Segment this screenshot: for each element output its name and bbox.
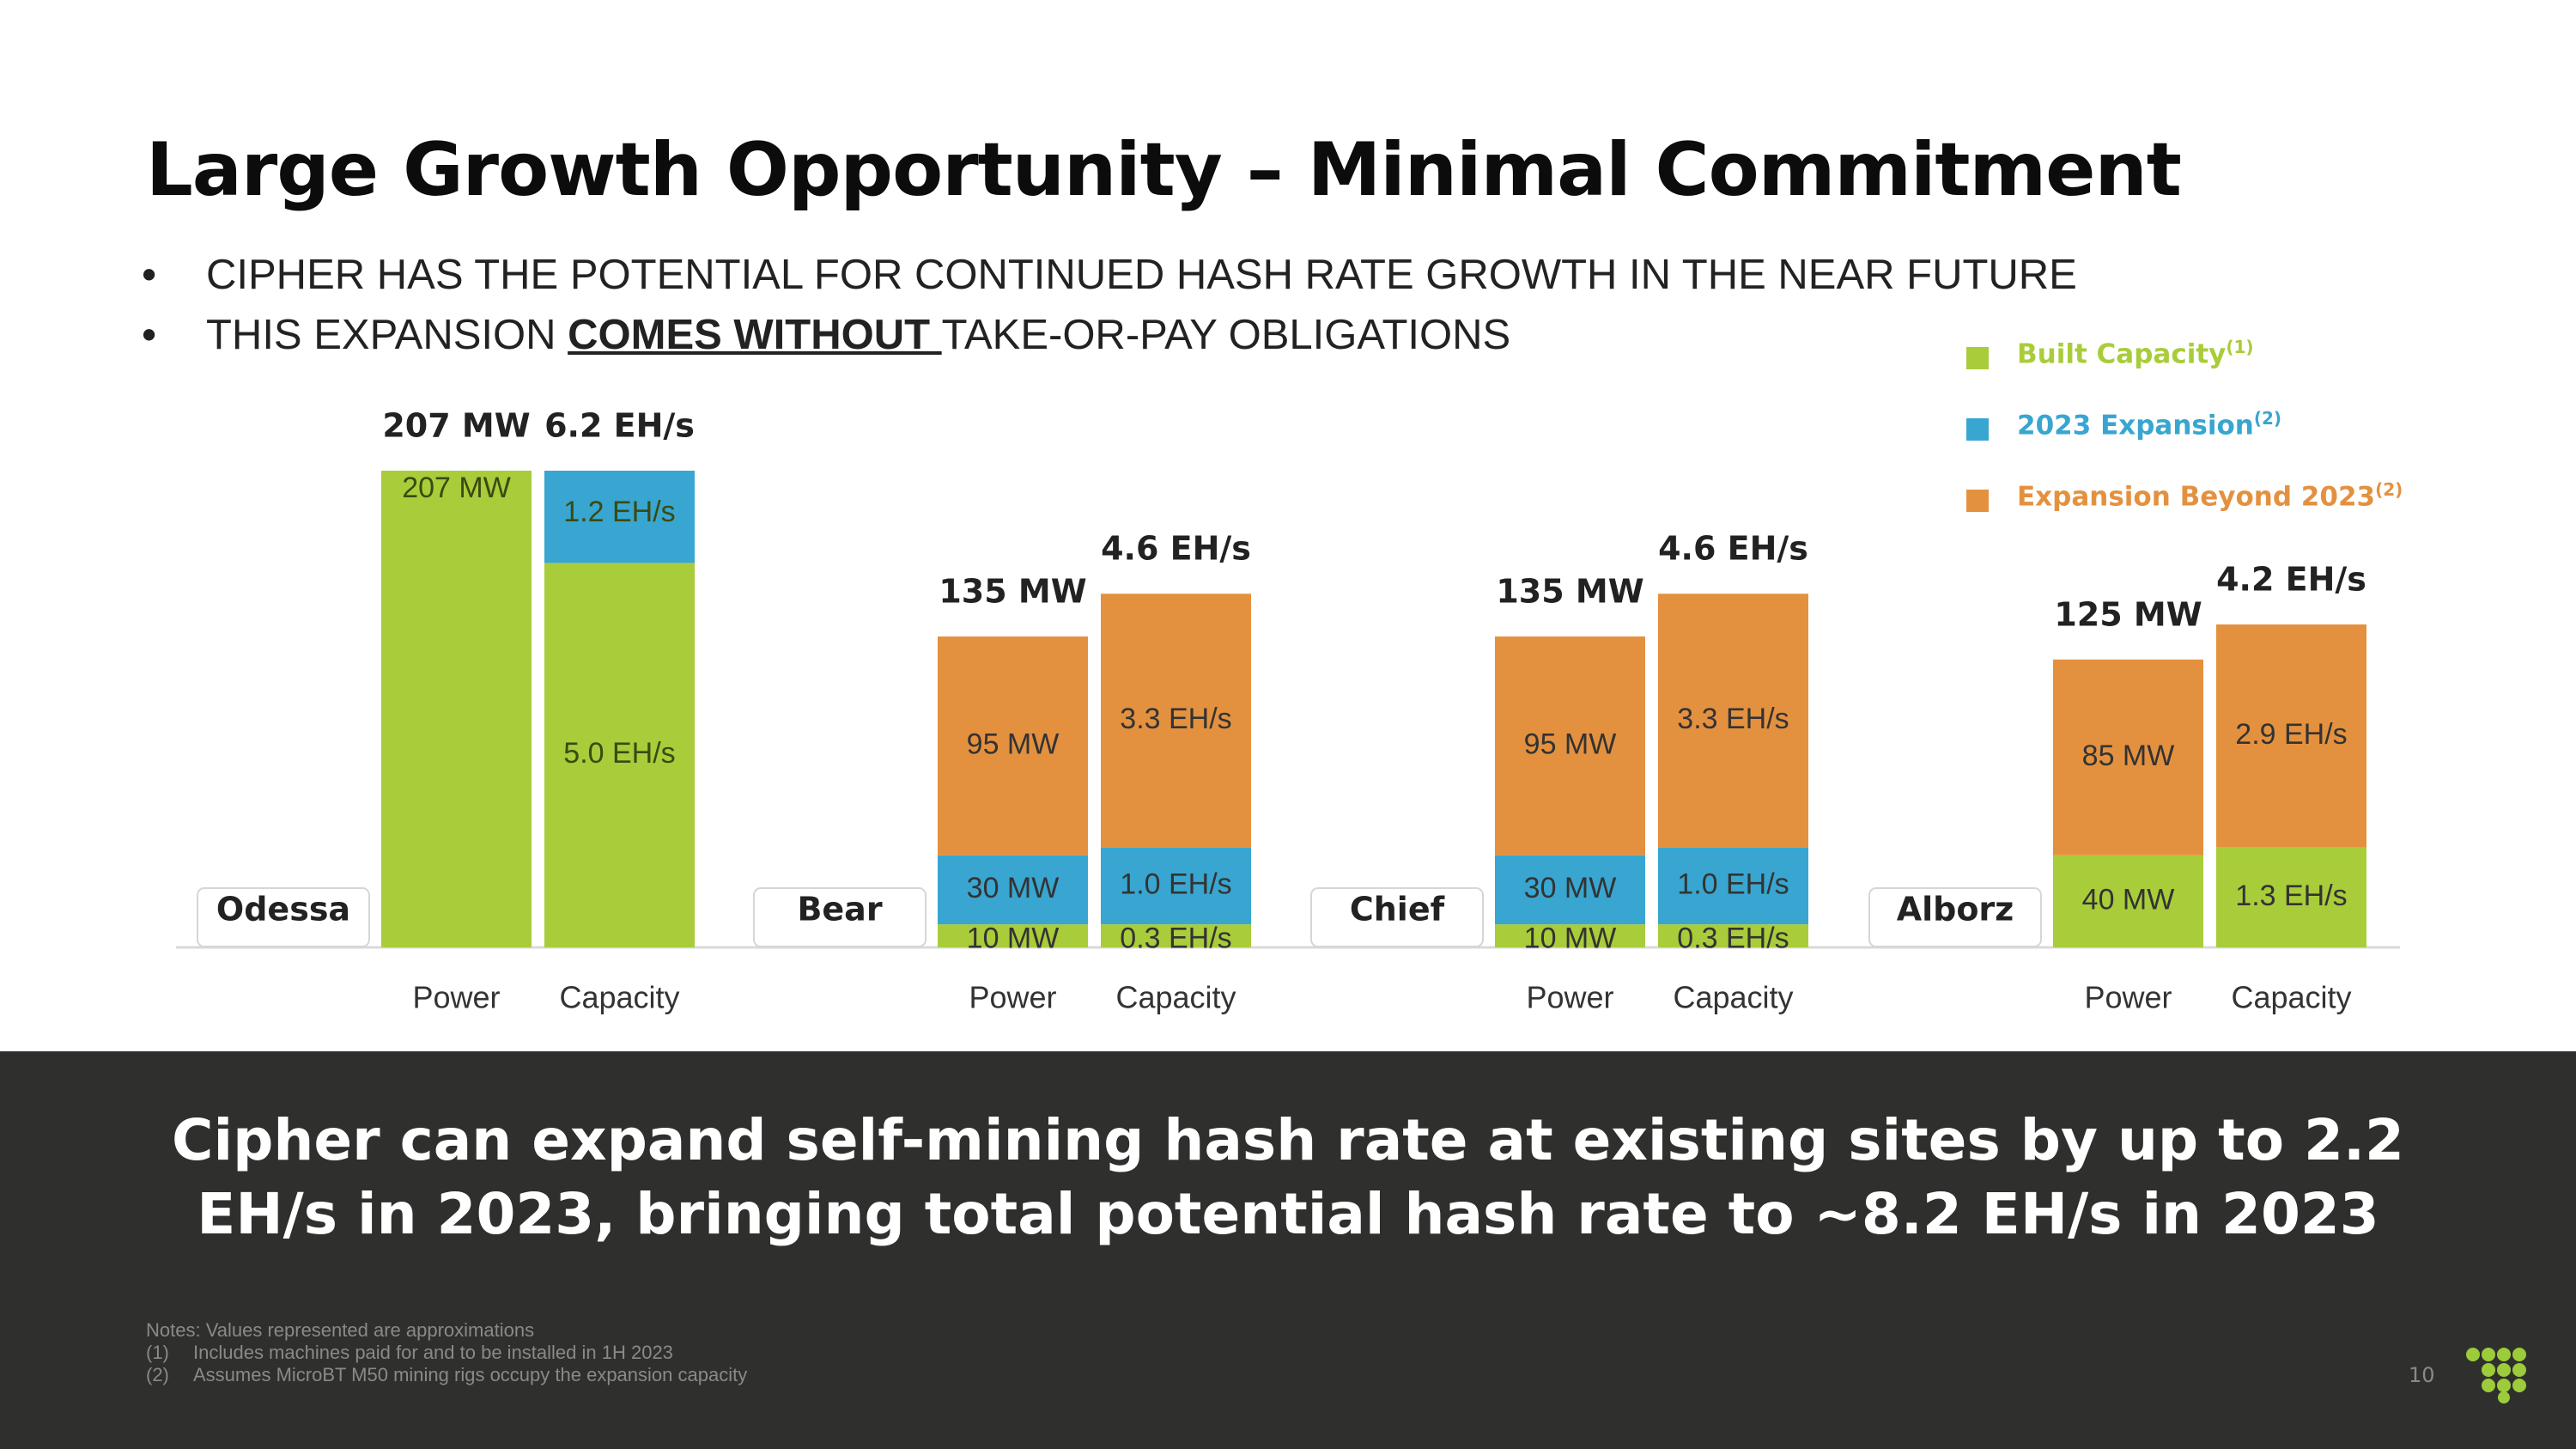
- bar-category-label: Power: [2084, 980, 2172, 1015]
- legend-label: Built Capacity(1): [2017, 337, 2254, 370]
- bar-segment: [938, 924, 1088, 947]
- bar-total-label: 6.2 EH/s: [544, 407, 695, 445]
- bar-segment: [938, 636, 1088, 855]
- bar-segment: [1101, 847, 1251, 925]
- site-label-box: [753, 887, 927, 947]
- bar-total-label: 4.6 EH/s: [1658, 530, 1808, 568]
- hashrate-chart: Odessa 207 MW 207 MW Power 5.0 EH/s 1.2 EH/s 6…: [176, 407, 2400, 1015]
- bar-segment: [938, 855, 1088, 925]
- bullet-text: THIS EXPANSION: [206, 312, 568, 358]
- bar-segment: [2053, 855, 2203, 947]
- bar-category-label: Power: [969, 980, 1056, 1015]
- bar-category-label: Power: [1526, 980, 1613, 1015]
- bar-segment: [544, 471, 695, 563]
- page-number: 10: [2409, 1363, 2435, 1387]
- segment-label: 0.3 EH/s: [1677, 922, 1789, 955]
- legend-swatch-built: [1966, 347, 1989, 369]
- segment-label: 1.0 EH/s: [1120, 868, 1231, 900]
- bar-total-label: 4.2 EH/s: [2216, 561, 2366, 599]
- bar-segment: [1495, 855, 1645, 925]
- site-label-box: [1868, 887, 2042, 947]
- bar-total-label: 135 MW: [1496, 573, 1643, 611]
- segment-label: 1.2 EH/s: [563, 496, 675, 528]
- bar-category-label: Capacity: [1673, 980, 1793, 1015]
- segment-label: 95 MW: [1524, 728, 1617, 760]
- segment-label: 40 MW: [2082, 883, 2175, 916]
- company-logo: [2466, 1348, 2526, 1403]
- bullet-emphasis: COMES WITHOUT: [568, 312, 942, 358]
- segment-label: 30 MW: [1524, 872, 1617, 904]
- segment-label: 10 MW: [967, 922, 1060, 955]
- footnote-item: (2) Assumes MicroBT M50 mining rigs occup…: [146, 1364, 748, 1385]
- bullet-text: CIPHER HAS THE POTENTIAL FOR CONTINUED H…: [206, 252, 2077, 298]
- segment-label: 30 MW: [967, 872, 1060, 904]
- footnote-header: Notes: Values represented are approximat…: [146, 1319, 535, 1341]
- summary-tagline: Cipher can expand self-mining hash rate …: [172, 1107, 2404, 1247]
- legend-swatch-2023-expansion: [1966, 418, 1989, 441]
- legend-label: Expansion Beyond 2023(2): [2017, 479, 2403, 513]
- bullet-item: • THIS EXPANSION COMES WITHOUT TAKE-OR-PA…: [142, 305, 2077, 365]
- summary-banner: [0, 1051, 2576, 1449]
- footnote-item: (1) Includes machines paid for and to be …: [146, 1342, 673, 1363]
- segment-label: 10 MW: [1524, 922, 1617, 955]
- bullet-text: TAKE-OR-PAY OBLIGATIONS: [941, 312, 1511, 358]
- bar-category-label: Capacity: [559, 980, 679, 1015]
- legend-item-2023-expansion: 2023 Expansion(2): [1966, 408, 2403, 479]
- site-label: Alborz: [1897, 891, 2014, 928]
- legend-label: 2023 Expansion(2): [2017, 408, 2282, 441]
- bar-category-label: Power: [412, 980, 500, 1015]
- site-label-box: [1310, 887, 1484, 947]
- bar-segment: [544, 563, 695, 947]
- bar-segment: [1658, 924, 1808, 947]
- segment-label: 1.0 EH/s: [1677, 868, 1789, 900]
- segment-label: 207 MW: [402, 472, 511, 504]
- bullet-list: • CIPHER HAS THE POTENTIAL FOR CONTINUED …: [142, 245, 2077, 365]
- bar-total-label: 4.6 EH/s: [1101, 530, 1251, 568]
- bar-segment: [1101, 594, 1251, 848]
- segment-label: 2.9 EH/s: [2235, 718, 2347, 751]
- footnotes: Notes: Values represented are approximat…: [146, 1319, 747, 1386]
- segment-label: 85 MW: [2082, 740, 2175, 772]
- bar-segment: [2216, 847, 2366, 947]
- bar-segment: [1658, 847, 1808, 925]
- bullet-dot: •: [142, 252, 157, 298]
- bar-total-label: 125 MW: [2054, 595, 2202, 633]
- chart-legend: Built Capacity(1) 2023 Expansion(2) Expa…: [1966, 337, 2403, 551]
- bar-segment: [381, 471, 532, 947]
- bar-segment: [2216, 624, 2366, 848]
- segment-label: 1.3 EH/s: [2235, 880, 2347, 912]
- page-title: Large Growth Opportunity – Minimal Commi…: [146, 127, 2182, 213]
- bar-category-label: Capacity: [2231, 980, 2351, 1015]
- segment-label: 5.0 EH/s: [563, 737, 675, 770]
- segment-label: 0.3 EH/s: [1120, 922, 1231, 955]
- legend-item-built: Built Capacity(1): [1966, 337, 2403, 408]
- site-label: Odessa: [216, 891, 350, 928]
- bullet-item: • CIPHER HAS THE POTENTIAL FOR CONTINUED …: [142, 245, 2077, 305]
- bar-total-label: 207 MW: [382, 407, 530, 445]
- site-label: Bear: [797, 891, 882, 928]
- bar-segment: [1495, 924, 1645, 947]
- bar-total-label: 135 MW: [939, 573, 1086, 611]
- site-label: Chief: [1350, 891, 1445, 928]
- bullet-dot: •: [142, 312, 157, 358]
- legend-swatch-expansion-beyond: [1966, 490, 1989, 512]
- bar-segment: [1495, 636, 1645, 855]
- bar-segment: [1101, 924, 1251, 947]
- legend-item-expansion-beyond: Expansion Beyond 2023(2): [1966, 479, 2403, 551]
- segment-label: 3.3 EH/s: [1120, 703, 1231, 735]
- bar-segment: [2053, 659, 2203, 855]
- segment-label: 95 MW: [967, 728, 1060, 760]
- segment-label: 3.3 EH/s: [1677, 703, 1789, 735]
- bar-segment: [1658, 594, 1808, 848]
- bar-category-label: Capacity: [1115, 980, 1236, 1015]
- site-label-box: [197, 887, 370, 947]
